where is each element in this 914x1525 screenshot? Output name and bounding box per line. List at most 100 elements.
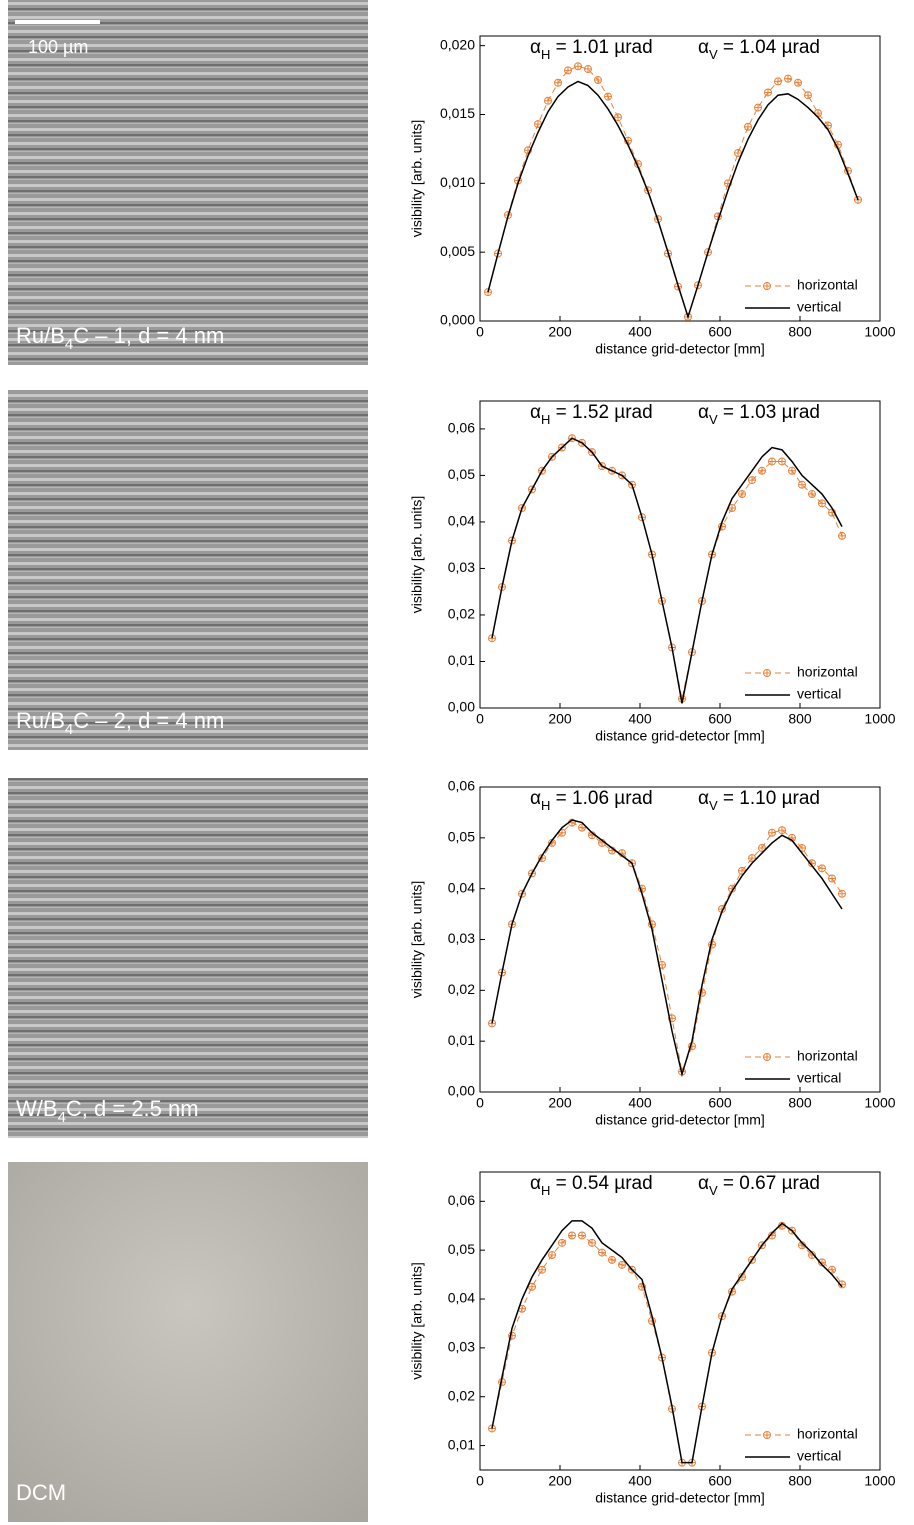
panel-label-part: DCM [16,1480,66,1505]
y-tick-label: 0,05 [448,466,475,482]
micrograph [8,778,368,1138]
data-point [764,88,773,97]
panel-label-part: C – 2, d = 4 nm [73,708,224,733]
y-tick-label: 0,02 [448,981,475,997]
x-tick-label: 200 [548,1095,572,1111]
data-point [744,122,753,131]
y-axis-label: visibility [arb. units] [409,881,425,998]
data-point [824,121,833,130]
annotation-symbol: α [530,1173,541,1194]
annotation-symbol: α [698,788,709,809]
x-tick-label: 600 [708,1095,732,1111]
panel-label-part: Ru/B [16,708,65,733]
data-point [594,76,603,85]
data-point [578,823,587,832]
x-tick-label: 0 [476,1473,484,1489]
data-point [564,66,573,75]
y-tick-label: 0,00 [448,699,475,715]
data-point [854,195,863,204]
y-tick-label: 0,06 [448,1192,475,1208]
data-point [754,103,763,112]
data-point [554,78,563,87]
annotation-text: = 1.10 µrad [718,788,820,809]
x-axis-label: distance grid-detector [mm] [595,341,765,357]
legend-label: horizontal [797,1426,858,1442]
data-point [574,62,583,71]
data-point [768,828,777,837]
plot-frame [479,400,881,709]
annotation: αH = 1.01 µrad [530,37,653,62]
x-tick-label: 400 [628,1473,652,1489]
panel-label: Ru/B4C – 2, d = 4 nm [16,708,224,739]
y-tick-label: 0,02 [448,1387,475,1403]
y-tick-label: 0,04 [448,513,475,529]
data-point [778,457,787,466]
legend-marker [763,669,772,677]
y-axis-label: visibility [arb. units] [409,496,425,613]
annotation-sub: H [541,47,550,62]
data-point [828,874,837,883]
panel-label-part: 4 [65,721,73,738]
plot-frame [479,1171,881,1471]
x-axis-label: distance grid-detector [mm] [595,728,765,744]
data-point [578,1231,587,1240]
annotation-symbol: α [530,402,541,423]
data-point [618,1260,627,1269]
data-point [838,531,847,540]
data-point [818,864,827,873]
series-line [491,1225,843,1464]
x-tick-label: 600 [708,711,732,727]
annotation-symbol: α [530,788,541,809]
x-tick-label: 800 [788,1095,812,1111]
annotation-sub: V [709,47,718,62]
data-point [748,476,757,485]
y-tick-label: 0,015 [440,105,475,121]
y-tick-label: 0,02 [448,606,475,622]
series-line [491,437,843,699]
legend-label: vertical [797,1448,841,1464]
x-tick-label: 800 [788,1473,812,1489]
data-point [598,1248,607,1257]
data-point [804,91,813,100]
data-point [604,92,613,101]
annotation-sub: V [709,798,718,813]
legend-label: vertical [797,1070,841,1086]
y-tick-label: 0,01 [448,1032,475,1048]
annotation-sub: H [541,798,550,813]
annotation-sub: H [541,1183,550,1198]
series-line [491,821,843,1074]
micrograph [8,390,368,750]
annotation-symbol: α [698,37,709,58]
panel-label-part: Ru/B [16,323,65,348]
legend-label: vertical [797,299,841,315]
x-tick-label: 800 [788,711,812,727]
legend-marker [763,1053,772,1061]
legend-label: horizontal [797,664,858,680]
y-tick-label: 0,000 [440,312,475,328]
annotation-sub: V [709,1183,718,1198]
data-point [788,466,797,475]
annotation-text: = 1.01 µrad [550,37,652,58]
annotation: αH = 1.06 µrad [530,788,653,813]
y-tick-label: 0,010 [440,174,475,190]
data-point [608,1255,617,1264]
y-tick-label: 0,06 [448,420,475,436]
y-tick-label: 0,00 [448,1083,475,1099]
data-point [528,1282,537,1291]
data-point [768,457,777,466]
panel-label-part: 4 [58,1109,66,1126]
annotation: αV = 1.04 µrad [698,37,820,62]
data-point [784,74,793,83]
series-line [491,437,843,704]
panel-label-part: W/B [16,1096,58,1121]
annotation: αV = 0.67 µrad [698,1173,820,1198]
data-point [758,466,767,475]
x-tick-label: 200 [548,711,572,727]
panel-label: W/B4C, d = 2.5 nm [16,1096,199,1127]
data-point [584,65,593,74]
data-point [794,78,803,87]
panel-label-part: C – 1, d = 4 nm [73,323,224,348]
panel-label: Ru/B4C – 1, d = 4 nm [16,323,224,354]
legend-marker [763,1431,772,1439]
y-tick-label: 0,06 [448,778,475,794]
